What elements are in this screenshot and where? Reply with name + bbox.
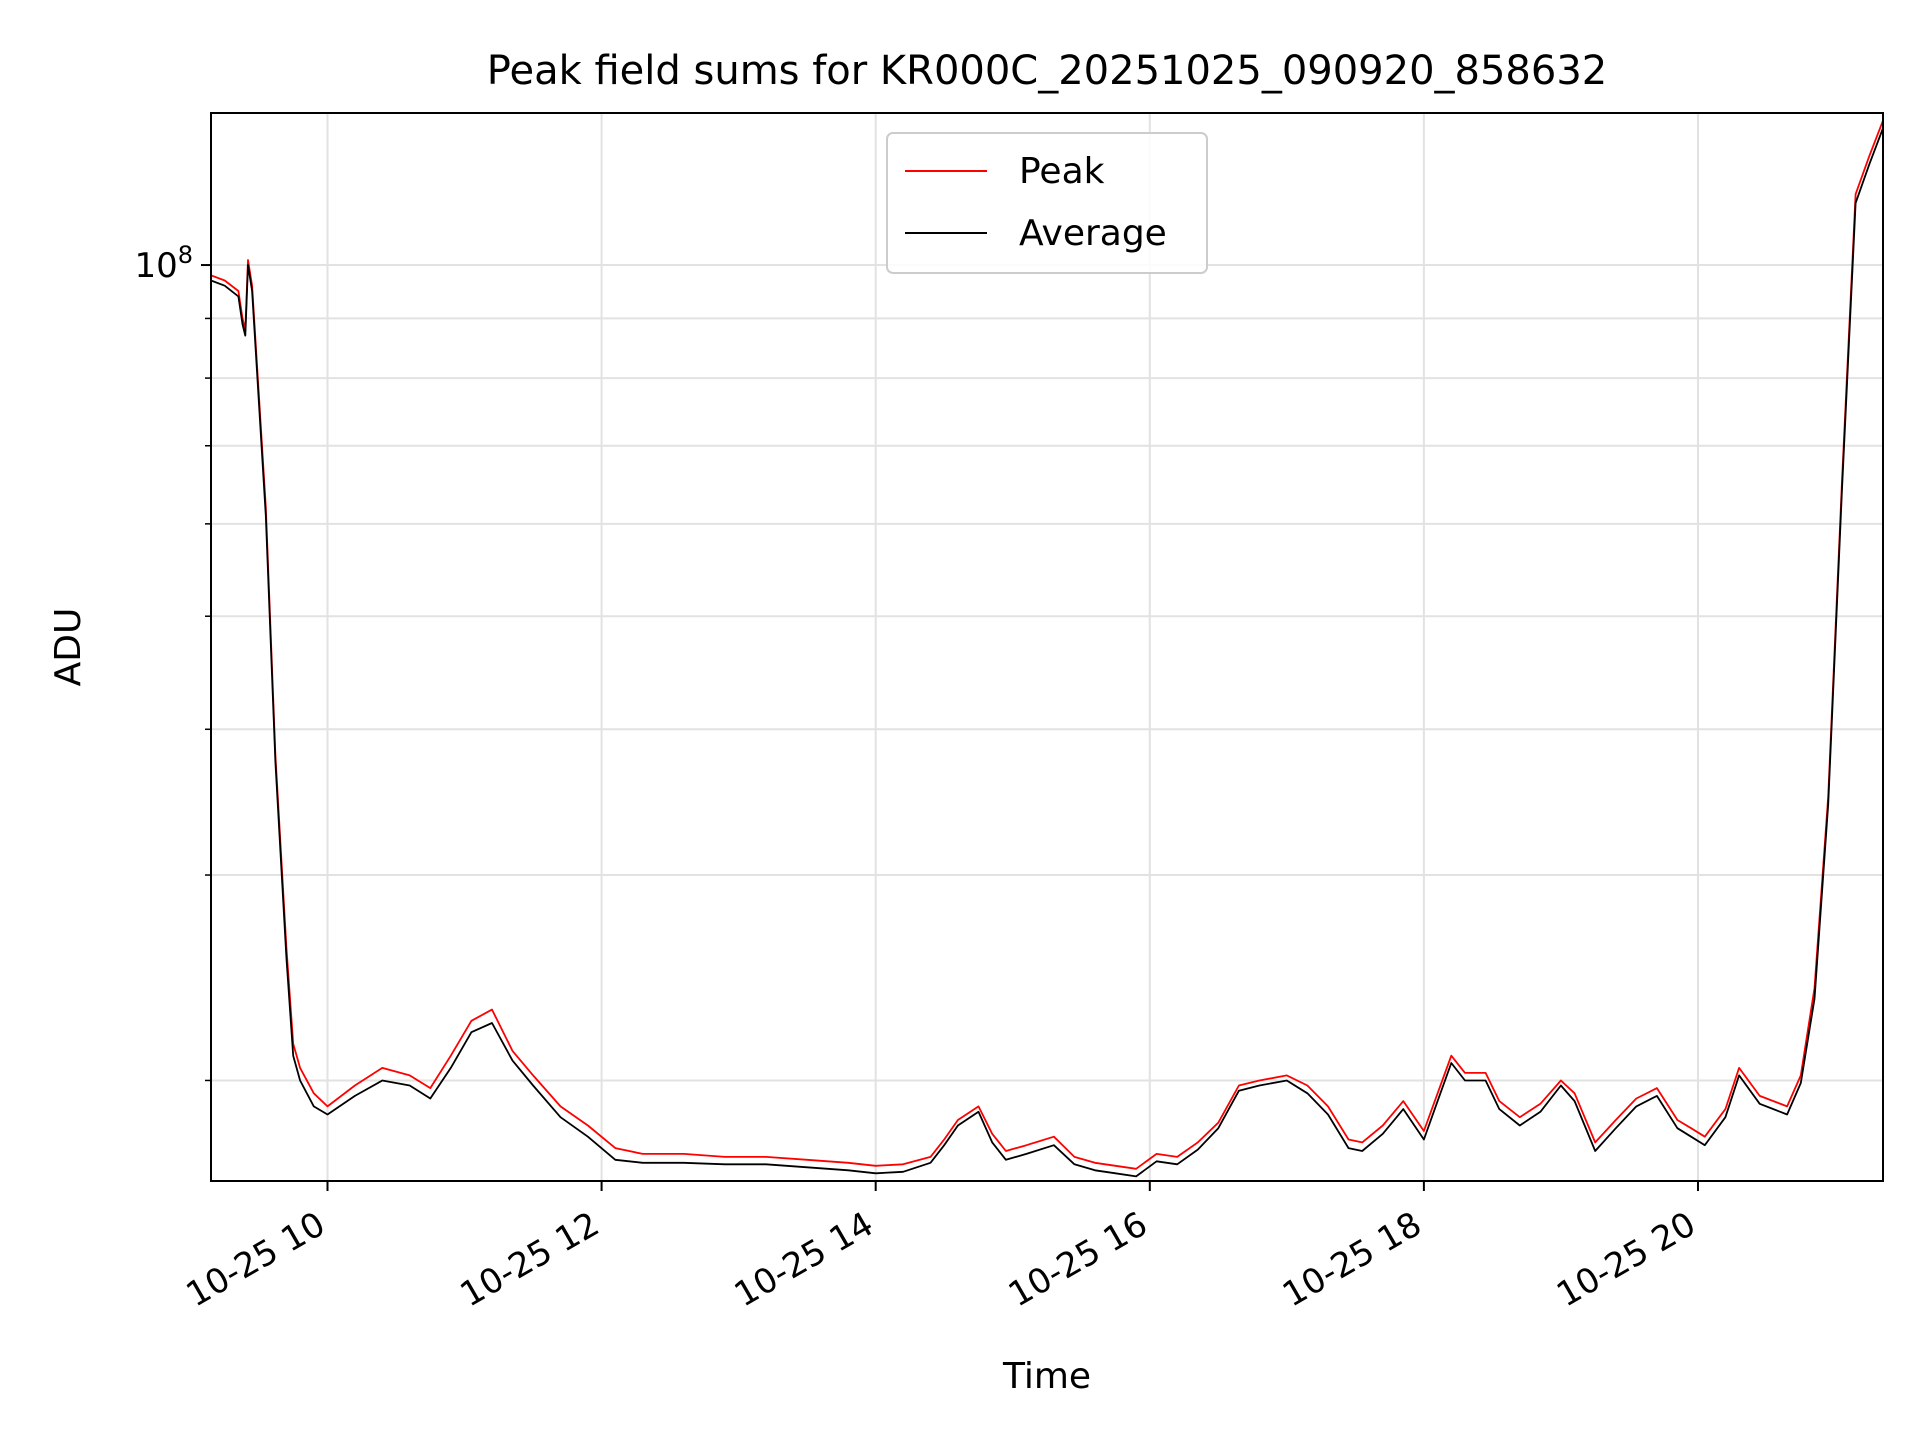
series-layer — [210, 120, 1884, 1178]
legend: Peak Average — [886, 132, 1208, 274]
chart-title: Peak field sums for KR000C_20251025_0909… — [487, 48, 1607, 94]
legend-label-peak: Peak — [1019, 151, 1105, 192]
series-line-peak — [210, 120, 1884, 1170]
y-axis-label: ADU — [48, 608, 89, 687]
x-axis-label: Time — [1002, 1356, 1091, 1397]
y-tick-label: 108 — [134, 241, 193, 286]
legend-box — [886, 132, 1208, 274]
plot-frame — [210, 112, 1884, 1182]
legend-label-average: Average — [1019, 213, 1167, 254]
series-line-average — [210, 127, 1884, 1178]
